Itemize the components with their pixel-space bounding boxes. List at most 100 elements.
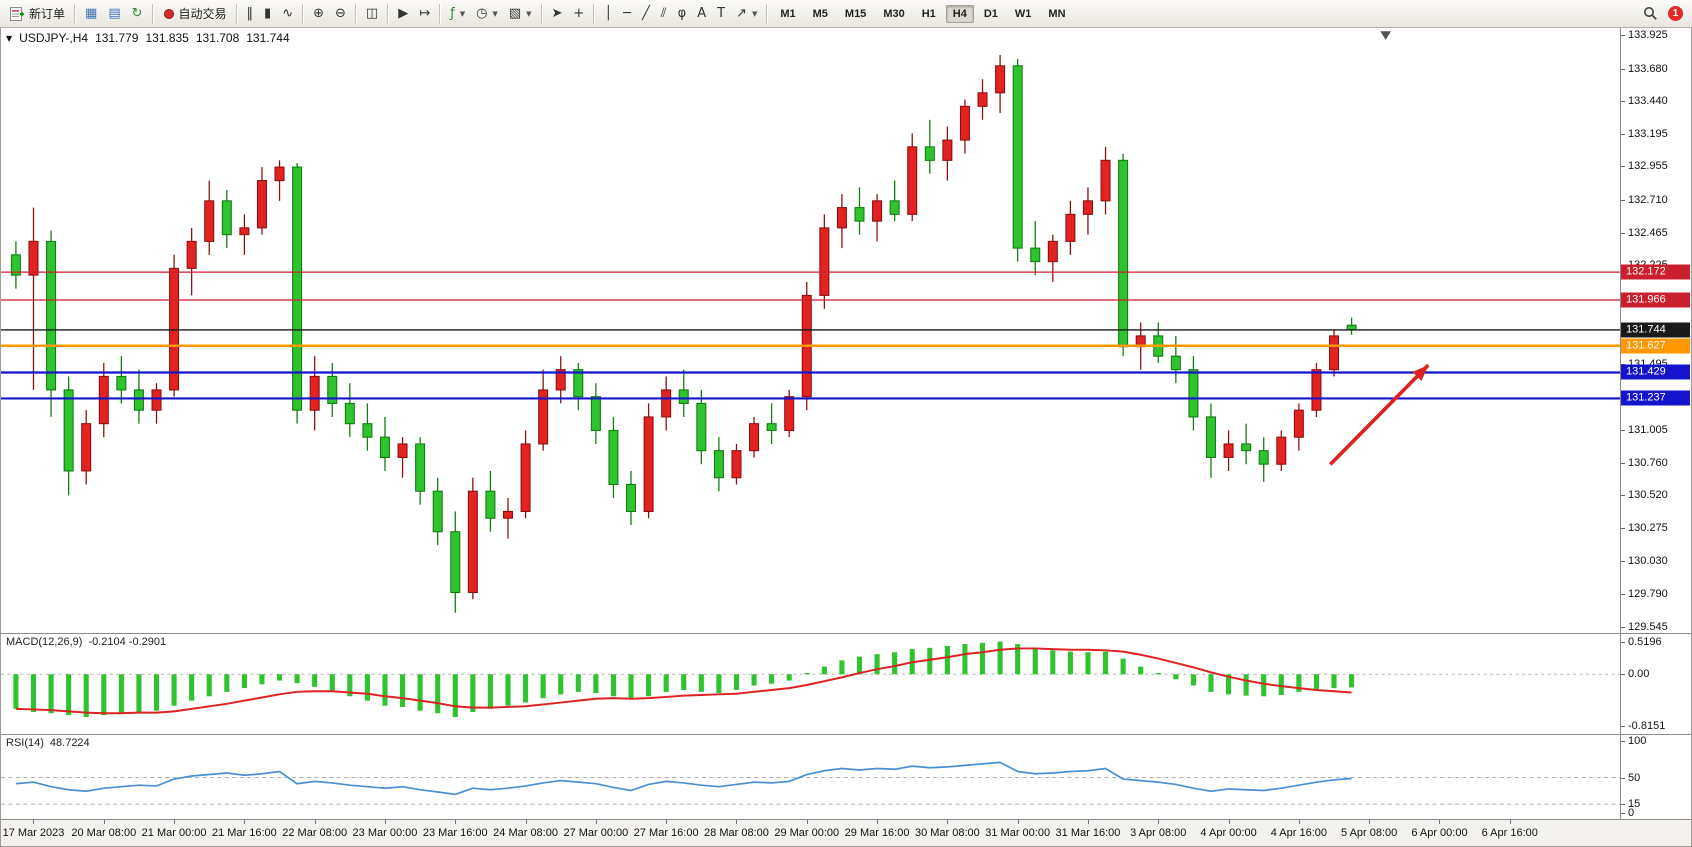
rsi-plot[interactable] bbox=[1, 735, 1620, 819]
templates-button[interactable]: ▧ ▼ bbox=[504, 2, 537, 26]
candle-body bbox=[450, 531, 461, 594]
macd-histogram-bar bbox=[663, 674, 669, 692]
macd-panel-separator[interactable] bbox=[1, 632, 1691, 636]
auto-scroll-button[interactable]: ▶ bbox=[393, 2, 413, 26]
autotrading-button[interactable]: 自动交易 bbox=[158, 2, 232, 26]
current-price-tag[interactable]: 131.744 bbox=[1621, 322, 1690, 338]
auto-scroll-button-icon: ▶ bbox=[398, 6, 409, 21]
candle-body bbox=[502, 510, 514, 519]
one-click-trading-caret[interactable]: ▼ bbox=[6, 33, 13, 43]
zoom-in-button[interactable]: ⊕ bbox=[308, 2, 329, 26]
price-level-tag[interactable]: 131.237 bbox=[1621, 390, 1690, 406]
time-axis-tick bbox=[103, 820, 105, 824]
zoom-out-button[interactable]: ⊖ bbox=[330, 2, 351, 26]
macd-histogram-bar bbox=[452, 674, 458, 718]
candle bbox=[502, 497, 514, 539]
timeframe-button-D1[interactable]: D1 bbox=[983, 7, 998, 20]
chart-shift-button[interactable]: ↦ bbox=[414, 2, 435, 26]
candle bbox=[1258, 437, 1269, 482]
price-level-tag[interactable]: 131.966 bbox=[1621, 292, 1690, 308]
price-axis[interactable]: 133.925 133.680 133.440 133.195 132.955 132.7… bbox=[1620, 28, 1691, 633]
price-level-tag[interactable]: 132.172 bbox=[1621, 264, 1690, 280]
macd-plot[interactable] bbox=[1, 634, 1620, 734]
candle-body bbox=[274, 166, 285, 182]
candle bbox=[1276, 430, 1287, 471]
label-button[interactable]: T bbox=[712, 2, 730, 26]
rsi-canvas[interactable] bbox=[1, 735, 1620, 819]
price-plot[interactable]: ▼ USDJPY-,H4 131.779 131.835 131.708 131… bbox=[1, 28, 1620, 633]
price-level-tag[interactable]: 131.429 bbox=[1621, 364, 1690, 380]
timeframe-button-M30[interactable]: M30 bbox=[883, 7, 905, 20]
candle bbox=[872, 194, 883, 242]
trendline-button[interactable]: ╱ bbox=[637, 2, 655, 26]
toolbar-separator bbox=[387, 3, 390, 24]
candle bbox=[924, 119, 935, 174]
periods-button[interactable]: ◷ ▼ bbox=[471, 2, 503, 26]
price-axis-label: 130.760 bbox=[1621, 456, 1668, 469]
candle bbox=[467, 477, 478, 600]
macd-axis[interactable]: 0.5196 0.00 -0.8151 bbox=[1620, 634, 1691, 734]
rsi-axis-label: 15 bbox=[1620, 798, 1641, 811]
charts-window-button[interactable]: ▦ bbox=[80, 2, 102, 26]
equidistant-channel-button[interactable]: ⫽ bbox=[656, 2, 672, 26]
search-button[interactable] bbox=[1638, 2, 1663, 26]
macd-histogram-bar bbox=[856, 656, 863, 675]
chart-shift-marker[interactable] bbox=[1380, 31, 1391, 40]
timeframe-button-MN[interactable]: MN bbox=[1048, 7, 1066, 20]
timeframe-button-H1[interactable]: H1 bbox=[921, 7, 936, 20]
time-axis-label: 27 Mar 00:00 bbox=[563, 827, 629, 839]
candlestick-type-button[interactable]: ▮ bbox=[259, 2, 276, 26]
candle bbox=[1311, 362, 1322, 417]
macd-histogram-bar bbox=[1226, 674, 1232, 695]
price-level-tag[interactable]: 131.627 bbox=[1621, 338, 1690, 354]
timeframe-button-M1[interactable]: M1 bbox=[780, 7, 796, 20]
candle-body bbox=[151, 389, 162, 411]
rsi-axis-label: 50 bbox=[1620, 771, 1641, 784]
text-button[interactable]: A bbox=[692, 2, 711, 26]
time-axis-tick bbox=[877, 820, 879, 824]
time-axis-tick bbox=[1017, 820, 1019, 824]
timeframe-button-W1[interactable]: W1 bbox=[1014, 7, 1032, 20]
bar-chart-type-button[interactable]: ‖ bbox=[242, 2, 259, 26]
charts-window-button-icon: ▦ bbox=[85, 6, 98, 21]
timeframe-button-H4[interactable]: H4 bbox=[945, 4, 974, 23]
time-axis-label: 29 Mar 00:00 bbox=[774, 827, 840, 839]
tile-windows-button[interactable]: ◫ bbox=[361, 2, 383, 26]
trend-arrow-head[interactable] bbox=[1412, 365, 1429, 381]
rsi-indicator-label: RSI(14) 48.7224 bbox=[6, 737, 90, 749]
indicators-button[interactable]: ƒ ▼ bbox=[445, 2, 470, 26]
price-chart-canvas[interactable] bbox=[1, 28, 1620, 633]
cursor-button[interactable]: ➤ bbox=[547, 2, 568, 26]
profiles-button[interactable]: ▤ bbox=[103, 2, 125, 26]
macd-histogram-bar bbox=[1102, 651, 1109, 675]
candle-body bbox=[959, 105, 970, 141]
time-axis[interactable]: 17 Mar 2023 20 Mar 08:00 21 Mar 00:00 21 Ma… bbox=[1, 820, 1620, 846]
macd-histogram-bar bbox=[83, 674, 89, 718]
fibonacci-button[interactable]: φ bbox=[673, 2, 692, 26]
time-axis-row: 17 Mar 2023 20 Mar 08:00 21 Mar 00:00 21 Ma… bbox=[1, 819, 1691, 846]
notification-badge[interactable]: 1 bbox=[1668, 6, 1683, 21]
time-axis-tick bbox=[1158, 820, 1160, 824]
horizontal-line-button[interactable]: ─ bbox=[618, 2, 636, 26]
macd-canvas[interactable] bbox=[1, 634, 1620, 734]
line-chart-type-button[interactable]: ∿ bbox=[277, 2, 298, 26]
candle bbox=[169, 254, 180, 397]
macd-histogram-bar bbox=[1085, 652, 1091, 675]
rsi-panel-separator[interactable] bbox=[1, 733, 1691, 737]
refresh-button[interactable]: ↻ bbox=[127, 2, 148, 26]
crosshair-button[interactable]: + bbox=[568, 2, 589, 26]
arrows-button[interactable]: ↗ ▼ bbox=[731, 2, 762, 26]
new-order-button[interactable]: 新订单 bbox=[5, 2, 70, 26]
macd-histogram-bar bbox=[681, 674, 687, 690]
macd-histogram-bar bbox=[1243, 674, 1249, 696]
zoom-in-button-icon: ⊕ bbox=[313, 6, 324, 21]
rsi-axis[interactable]: 100 50 15 0 bbox=[1620, 735, 1691, 819]
time-axis-tick bbox=[1087, 820, 1089, 824]
macd-histogram-bar bbox=[101, 674, 107, 716]
vertical-line-button[interactable]: │ bbox=[599, 2, 617, 26]
macd-histogram-bar bbox=[610, 674, 617, 697]
timeframe-button-M15[interactable]: M15 bbox=[844, 7, 867, 20]
trend-arrow-line[interactable] bbox=[1329, 363, 1430, 466]
candle bbox=[889, 180, 900, 222]
timeframe-button-M5[interactable]: M5 bbox=[812, 7, 828, 20]
